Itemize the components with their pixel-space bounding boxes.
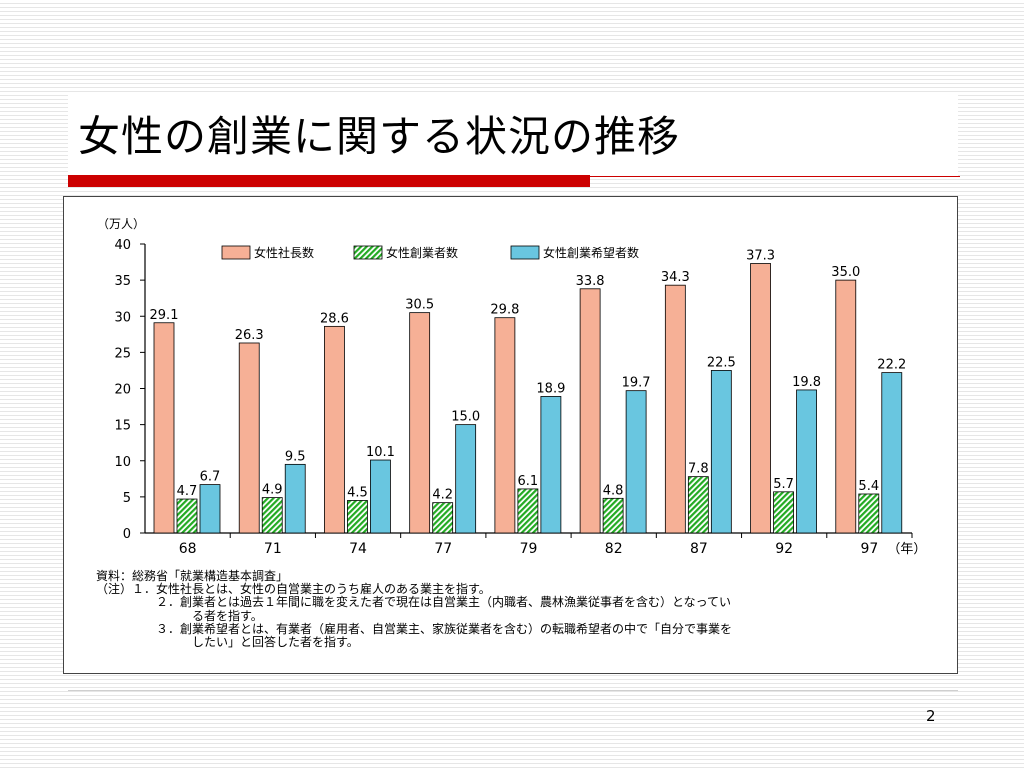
data-label: 6.1 (518, 474, 539, 489)
page-number: 2 (926, 707, 936, 725)
y-tick-label: 30 (114, 310, 131, 325)
bar (324, 325, 345, 534)
y-tick-label: 10 (114, 455, 131, 470)
y-tick-label: 25 (114, 346, 131, 361)
note-3-continued: したい」と回答した者を指す。 (192, 635, 359, 650)
bar (625, 390, 647, 534)
bar (199, 484, 221, 534)
x-tick-label: 79 (520, 541, 538, 557)
x-tick-label: 97 (860, 541, 878, 557)
data-label: 4.8 (603, 483, 624, 498)
data-label: 33.8 (576, 274, 605, 289)
legend-label: 女性創業希望者数 (543, 245, 639, 260)
note-3: ３．創業希望者とは、有業者（雇用者、自営業主、家族従業者を含む）の転職希望者の中… (156, 621, 733, 636)
y-tick-label: 40 (114, 238, 131, 253)
data-label: 26.3 (235, 328, 264, 343)
note-2: ２．創業者とは過去１年間に職を変えた者で現在は自営業主（内職者、農林漁業従事者を… (156, 595, 732, 610)
data-label: 4.9 (262, 483, 283, 498)
data-label: 9.5 (285, 449, 306, 464)
data-label: 6.7 (200, 470, 221, 485)
x-tick-label: 68 (179, 541, 197, 557)
data-label: 29.8 (490, 303, 519, 318)
y-tick-label: 35 (114, 274, 131, 289)
bar (858, 493, 880, 534)
bar (494, 317, 516, 534)
data-label: 7.8 (688, 462, 709, 477)
bar-chart: 0 5 10 15 20 25 30 35 40 （万人） 68 71 74 77 79 82 87 92 97 （年… (97, 217, 926, 557)
bar (881, 372, 903, 534)
title-underline-rule (590, 176, 960, 177)
bar (432, 502, 454, 534)
x-tick-label: 74 (349, 541, 367, 557)
bar (579, 288, 601, 534)
x-tick-label: 87 (690, 541, 708, 557)
bar (773, 491, 794, 534)
bar (750, 263, 771, 534)
bar (238, 342, 260, 534)
data-label: 37.3 (746, 249, 775, 264)
source-note: 資料：総務省「就業構造基本調査」 (96, 569, 289, 583)
x-axis-unit: （年） (887, 542, 926, 557)
slide-title: 女性の創業に関する状況の推移 (78, 112, 681, 161)
data-label: 22.5 (707, 355, 736, 370)
bar (261, 497, 283, 534)
bar (517, 488, 539, 534)
bar (710, 370, 732, 534)
footer-rule (68, 690, 958, 691)
legend-label: 女性社長数 (254, 245, 314, 260)
data-label: 22.2 (877, 358, 906, 373)
bar (284, 463, 306, 534)
title-underline-bar (68, 175, 590, 187)
data-label: 34.3 (661, 270, 690, 285)
x-tick-label: 71 (264, 541, 282, 557)
data-label: 30.5 (405, 298, 434, 313)
legend-label: 女性創業者数 (386, 245, 458, 260)
y-tick-label: 0 (123, 527, 131, 542)
bar (664, 284, 686, 534)
bar (796, 389, 817, 534)
bar (153, 322, 175, 534)
data-label: 5.7 (773, 477, 794, 492)
bar (687, 476, 709, 534)
chart-notes: 資料：総務省「就業構造基本調査」 （注）１．女性社長とは、女性の自営業主のうち雇… (96, 569, 946, 650)
x-tick-label: 77 (434, 541, 452, 557)
bar (176, 498, 198, 534)
data-label: 29.1 (150, 308, 179, 323)
note-1: （注）１．女性社長とは、女性の自営業主のうち雇人のある業主を指す。 (96, 582, 491, 597)
data-label: 4.7 (177, 484, 198, 499)
bar (347, 500, 368, 534)
title-area (68, 95, 958, 177)
chart-frame: 0 5 10 15 20 25 30 35 40 （万人） 68 71 74 77 79 82 87 92 97 （年… (63, 196, 958, 674)
bar (835, 279, 857, 534)
data-label: 4.2 (432, 488, 453, 503)
y-axis-unit: （万人） (97, 217, 145, 231)
x-tick-label: 92 (775, 541, 793, 557)
legend-swatch (510, 245, 540, 260)
data-label: 15.0 (451, 410, 480, 425)
x-tick-label: 82 (605, 541, 623, 557)
data-label: 35.0 (831, 265, 860, 280)
data-label: 18.9 (536, 381, 565, 396)
data-label: 5.4 (858, 479, 879, 494)
y-tick-label: 20 (114, 383, 131, 398)
y-tick-label: 5 (123, 491, 131, 506)
bar (540, 396, 562, 534)
legend-swatch (353, 245, 383, 260)
legend-swatch (221, 245, 251, 260)
data-label: 19.8 (792, 375, 821, 390)
bar (455, 424, 477, 534)
bar (370, 459, 391, 534)
bar (409, 312, 431, 534)
y-tick-label: 15 (114, 419, 131, 434)
note-2-continued: る者を指す。 (192, 608, 263, 623)
data-label: 10.1 (366, 445, 395, 460)
data-label: 28.6 (320, 311, 349, 326)
data-label: 4.5 (347, 485, 368, 500)
bar (602, 497, 624, 534)
data-label: 19.7 (622, 376, 651, 391)
